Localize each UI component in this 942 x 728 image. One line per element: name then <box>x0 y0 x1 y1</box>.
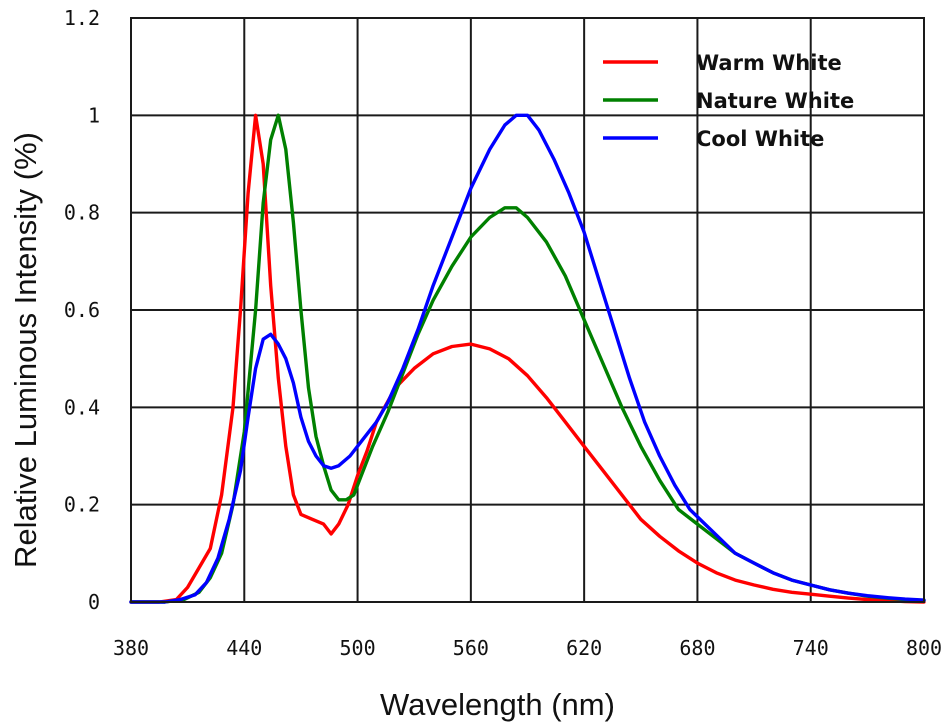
series-line-cool-white <box>129 113 926 604</box>
x-axis-title: Wavelength (nm) <box>380 687 615 722</box>
y-tick-label-1: 1 <box>88 103 100 127</box>
y-tick-label-0: 0 <box>88 590 100 614</box>
x-tick-label-620: 620 <box>566 636 602 660</box>
legend-label-cool-white: Cool White <box>696 127 824 151</box>
x-tick-label-800: 800 <box>906 636 942 660</box>
y-tick-label-0-6: 0.6 <box>64 298 100 322</box>
y-tick-label-1-2: 1.2 <box>64 6 100 30</box>
x-tick-label-440: 440 <box>226 636 262 660</box>
series-line-warm-white <box>129 113 926 604</box>
y-tick-label-0-8: 0.8 <box>64 201 100 225</box>
legend-label-nature-white: Nature White <box>696 89 854 113</box>
legend-label-warm-white: Warm White <box>696 51 842 75</box>
x-tick-label-740: 740 <box>793 636 829 660</box>
plot-area-frame <box>130 17 925 603</box>
y-tick-label-0-4: 0.4 <box>64 395 100 419</box>
x-tick-label-560: 560 <box>453 636 489 660</box>
grid <box>131 18 924 602</box>
x-axis-ticks: 380 440 500 560 620 680 740 800 <box>113 636 942 660</box>
y-tick-label-0-2: 0.2 <box>64 493 100 517</box>
legend: Warm White Nature White Cool White <box>603 51 854 151</box>
x-tick-label-500: 500 <box>340 636 376 660</box>
y-axis-title: Relative Luminous Intensity (%) <box>8 132 43 568</box>
x-tick-label-680: 680 <box>679 636 715 660</box>
x-tick-label-380: 380 <box>113 636 149 660</box>
series-lines <box>129 113 926 604</box>
y-axis-ticks: 0 0.2 0.4 0.6 0.8 1 1.2 <box>64 6 100 614</box>
